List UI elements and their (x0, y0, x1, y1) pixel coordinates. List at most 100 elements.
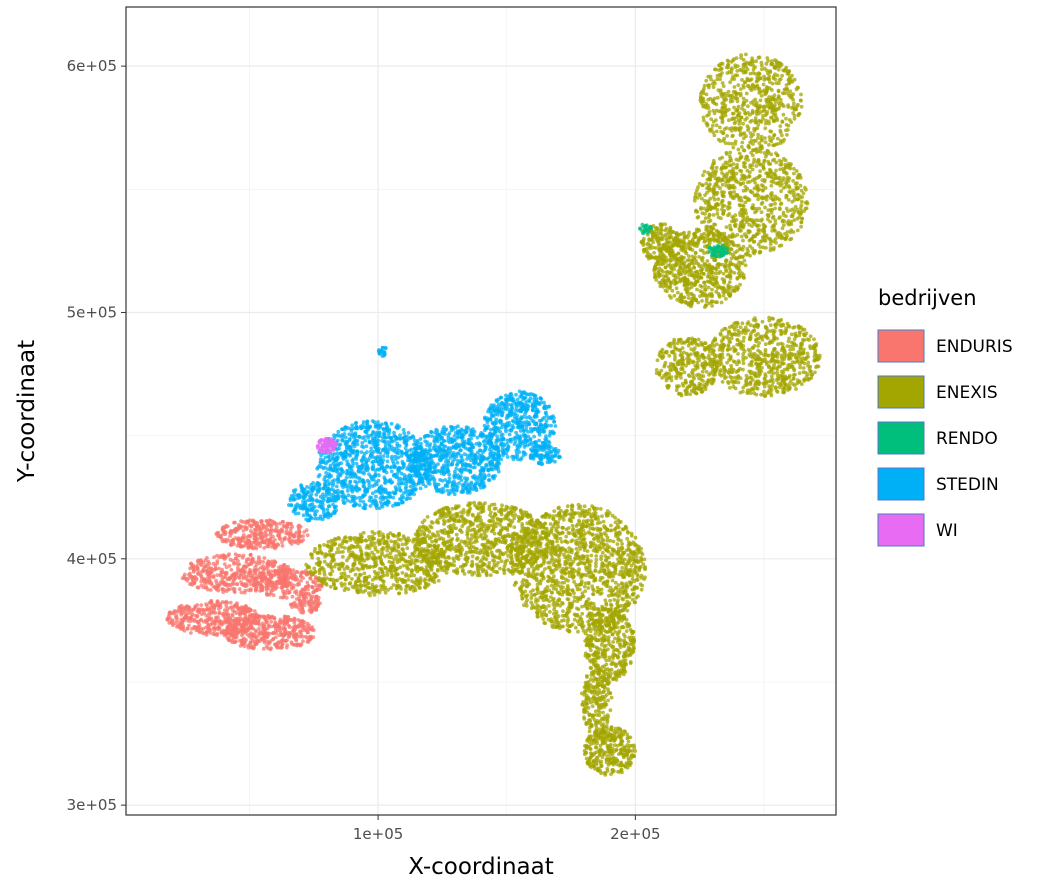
data-point (294, 575, 298, 579)
data-point (422, 532, 427, 537)
data-point (564, 567, 569, 571)
data-point (485, 528, 489, 533)
data-point (199, 603, 204, 607)
data-point (241, 528, 246, 533)
data-point (310, 584, 314, 589)
data-point (513, 542, 518, 546)
data-point (611, 539, 616, 544)
data-point (437, 510, 441, 515)
data-point (557, 597, 562, 602)
data-point (246, 519, 250, 524)
data-point (613, 515, 617, 520)
data-point (258, 544, 263, 549)
data-point (233, 520, 237, 525)
data-point (376, 549, 380, 554)
data-point (494, 563, 499, 568)
data-point (230, 581, 235, 585)
data-point (554, 567, 559, 571)
data-point (524, 510, 529, 515)
data-point (454, 504, 458, 508)
data-point (447, 556, 451, 560)
data-point (193, 613, 198, 618)
data-point (573, 569, 578, 573)
data-point (370, 556, 374, 560)
data-point (251, 626, 255, 631)
data-point (557, 559, 561, 564)
data-point (481, 524, 486, 528)
data-point (560, 540, 564, 544)
data-point (594, 554, 599, 558)
data-point (530, 519, 534, 524)
data-point (627, 635, 631, 640)
data-point (547, 610, 552, 614)
data-point (282, 616, 287, 621)
data-point (248, 621, 253, 625)
data-point (565, 584, 570, 588)
data-point (356, 590, 360, 595)
data-point (590, 522, 595, 527)
data-point (435, 568, 440, 573)
data-point (587, 507, 592, 512)
data-point (477, 573, 482, 578)
data-point (606, 607, 610, 612)
data-point (567, 629, 572, 634)
data-point (208, 566, 213, 571)
data-point (214, 616, 219, 620)
data-point (561, 517, 566, 522)
data-point (506, 505, 510, 510)
data-point (542, 559, 546, 564)
data-point (260, 588, 265, 593)
data-point (353, 553, 358, 558)
data-point (351, 564, 356, 569)
data-point (247, 634, 252, 639)
data-point (577, 587, 582, 592)
data-point (209, 608, 213, 612)
data-point (224, 570, 229, 575)
data-point (497, 532, 502, 536)
data-point (217, 566, 221, 571)
data-point (475, 556, 480, 560)
data-point (554, 578, 559, 583)
data-point (332, 582, 336, 587)
data-point (257, 555, 261, 559)
data-point (479, 510, 484, 515)
data-point (296, 581, 301, 585)
data-point (415, 534, 420, 539)
data-point (247, 579, 252, 584)
data-point (268, 518, 273, 523)
data-point (565, 540, 570, 545)
data-point (549, 549, 554, 553)
data-point (611, 640, 615, 644)
data-point (636, 574, 640, 579)
data-point (460, 548, 465, 552)
data-point (433, 572, 438, 577)
data-point (220, 577, 225, 581)
data-point (404, 590, 408, 595)
data-point (264, 618, 269, 623)
data-point (612, 548, 617, 553)
data-point (254, 629, 259, 634)
data-point (240, 641, 245, 646)
data-point (576, 540, 581, 545)
data-point (222, 621, 227, 625)
data-point (606, 639, 611, 644)
data-point (618, 643, 622, 647)
data-point (261, 646, 266, 651)
data-point (633, 535, 638, 540)
data-point (637, 568, 642, 573)
data-point (417, 579, 422, 584)
data-point (489, 567, 494, 572)
data-point (535, 563, 540, 568)
data-point (506, 567, 511, 572)
data-point (519, 529, 524, 534)
data-point (520, 538, 525, 543)
data-point (584, 643, 589, 648)
data-point (626, 546, 631, 551)
data-point (520, 596, 525, 601)
data-point (277, 633, 282, 637)
data-point (528, 513, 532, 518)
data-point (192, 607, 196, 611)
data-point (426, 534, 430, 538)
data-point (455, 536, 460, 541)
data-point (199, 583, 204, 588)
